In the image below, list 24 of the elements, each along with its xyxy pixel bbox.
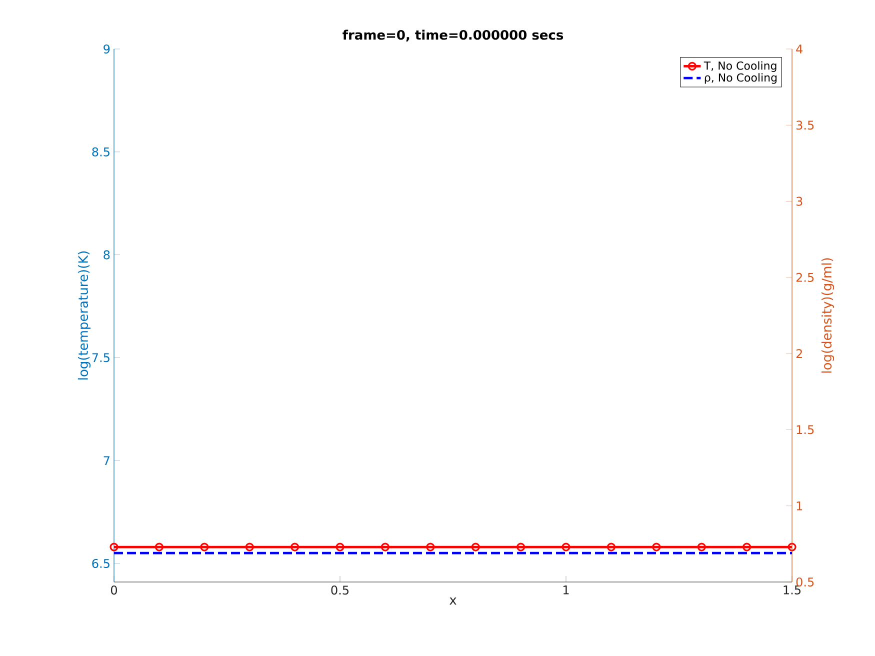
legend-label: T, No Cooling	[704, 61, 776, 72]
y2-tick-label: 1.5	[796, 425, 814, 434]
y2-tick-label: 2.5	[796, 272, 814, 282]
y-tick-label: 7	[104, 456, 110, 465]
x-tick-label: 1	[564, 586, 569, 594]
y2-axis-title: log(density)(g/ml)	[821, 258, 834, 373]
chart-title: frame=0, time=0.000000 secs	[342, 30, 564, 42]
y-tick-label: 6.5	[92, 558, 110, 568]
y2-tick-label: 0.5	[796, 577, 814, 587]
y2-tick-label: 3	[796, 196, 802, 206]
y2-tick-label: 4	[796, 44, 803, 54]
y-tick-label: 8	[104, 250, 110, 260]
y-tick-label: 9	[104, 44, 110, 54]
y-axis-title: log(temperature)(K)	[78, 251, 91, 380]
x-tick-label: 0.5	[331, 586, 348, 595]
y-tick-label: 7.5	[92, 353, 110, 362]
y2-tick-label: 2	[796, 349, 802, 358]
y-tick-label: 8.5	[92, 147, 110, 156]
y2-tick-label: 1	[796, 501, 802, 510]
y2-tick-label: 3.5	[796, 120, 814, 130]
x-axis-title: x	[450, 597, 456, 605]
x-tick-label: 1.5	[784, 586, 800, 594]
legend-label: ρ, No Cooling	[704, 73, 777, 84]
x-tick-label: 0	[110, 586, 118, 595]
